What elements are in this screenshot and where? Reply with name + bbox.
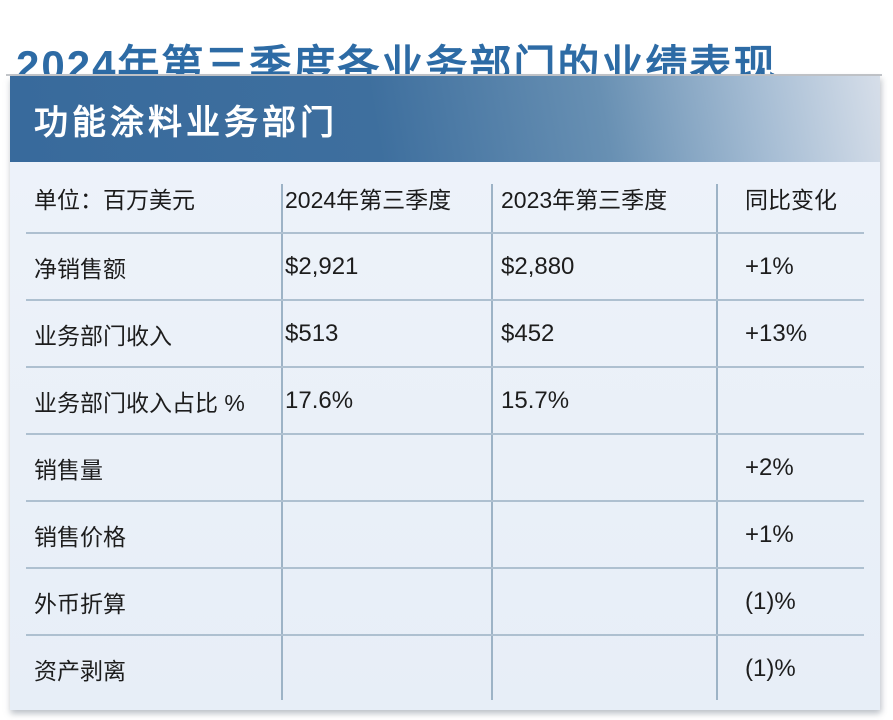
table-cell: $452	[501, 319, 555, 347]
table-cell	[482, 635, 707, 702]
table-cell: (1)%	[745, 587, 796, 615]
table-cell: +1%	[745, 252, 794, 280]
row-label: 业务部门收入	[34, 322, 172, 349]
row-label: 净销售额	[34, 255, 126, 282]
table-cell: $513	[285, 319, 339, 347]
table-cell	[707, 367, 880, 434]
segment-header-bar: 功能涂料业务部门	[10, 76, 880, 162]
table-cell: +13%	[745, 319, 808, 347]
row-label: 资产剥离	[34, 657, 126, 684]
row-label: 销售价格	[34, 523, 126, 550]
table-cell: +2%	[745, 453, 794, 481]
row-label: 销售量	[34, 456, 103, 483]
table-cell	[272, 501, 482, 568]
table-cell	[272, 568, 482, 635]
segment-header-title: 功能涂料业务部门	[34, 103, 338, 142]
row-divider	[26, 634, 864, 636]
row-divider	[26, 299, 864, 301]
row-label: 业务部门收入占比 %	[34, 389, 245, 416]
row-divider	[26, 232, 864, 234]
table-cell: 15.7%	[501, 386, 570, 414]
performance-table: 单位：百万美元 2024年第三季度 2023年第三季度 同比变化 净销售额 $2…	[10, 162, 880, 710]
column-header-2024-q3: 2024年第三季度	[285, 186, 452, 213]
top-divider-rule	[6, 74, 882, 76]
row-divider	[26, 366, 864, 368]
table-cell	[272, 434, 482, 501]
segment-panel: 功能涂料业务部门 单位：百万美元 2024年第三季度 2023年第三季度 同比变…	[10, 76, 880, 710]
column-header-yoy: 同比变化	[745, 186, 837, 213]
table-grid: 单位：百万美元 2024年第三季度 2023年第三季度 同比变化 净销售额 $2…	[10, 162, 880, 702]
column-header-unit: 单位：百万美元	[34, 186, 195, 213]
table-cell: $2,921	[285, 252, 359, 280]
table-cell: 17.6%	[285, 386, 354, 414]
row-divider	[26, 500, 864, 502]
table-cell: $2,880	[501, 252, 575, 280]
row-divider	[26, 567, 864, 569]
row-label: 外币折算	[34, 590, 126, 617]
row-divider	[26, 433, 864, 435]
table-cell	[482, 568, 707, 635]
column-divider	[716, 184, 718, 700]
table-cell	[482, 434, 707, 501]
table-cell	[482, 501, 707, 568]
column-header-2023-q3: 2023年第三季度	[501, 186, 668, 213]
table-cell	[272, 635, 482, 702]
column-divider	[491, 184, 493, 700]
table-cell: (1)%	[745, 654, 796, 682]
column-divider	[281, 184, 283, 700]
table-cell: +1%	[745, 520, 794, 548]
